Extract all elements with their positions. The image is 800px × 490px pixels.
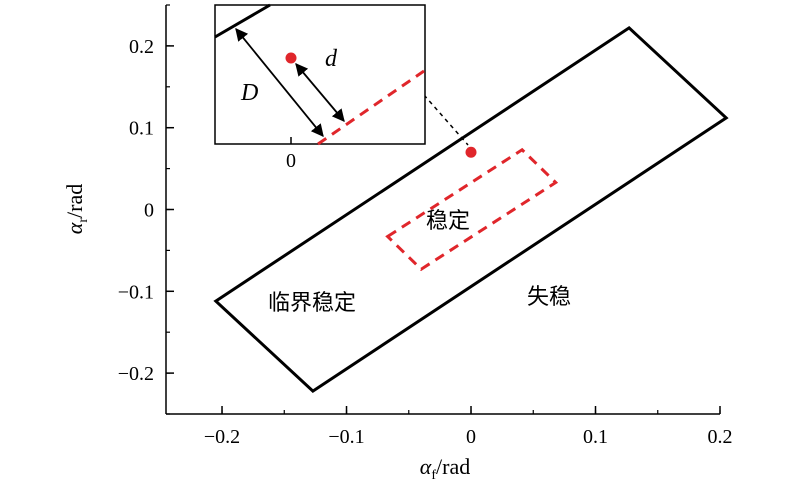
inset-x-tick-label: 0 — [286, 150, 296, 172]
y-axis-label: αr/rad — [62, 184, 91, 234]
x-ticks: −0.2 −0.1 0 0.1 0.2 — [204, 406, 733, 448]
inset-point — [285, 52, 297, 64]
x-axis-label: αf/rad — [420, 454, 470, 483]
y-tick-label: −0.1 — [118, 281, 154, 303]
y-ticks: −0.2 −0.1 0 0.1 0.2 — [118, 4, 174, 415]
y-tick-label: 0.1 — [129, 118, 154, 140]
x-tick-label: 0.2 — [708, 426, 733, 448]
y-tick-label: 0.2 — [129, 36, 154, 58]
axes: −0.2 −0.1 0 0.1 0.2 −0.2 −0.1 0 0.1 0.2 — [118, 4, 733, 448]
y-tick-label: −0.2 — [118, 363, 154, 385]
D-label: D — [240, 80, 258, 106]
x-tick-label: 0 — [466, 426, 476, 448]
stable-label: 稳定 — [426, 209, 470, 234]
y-tick-label: 0 — [144, 200, 154, 222]
inset-stable-boundary-line — [317, 69, 425, 146]
stable-region — [385, 147, 559, 272]
d-distance-arrow — [295, 63, 345, 122]
unstable-label: 失稳 — [527, 285, 571, 310]
inset-connector-line — [423, 94, 469, 146]
x-tick-label: −0.2 — [204, 426, 240, 448]
d-label: d — [325, 46, 338, 72]
critical-stability-label: 临界稳定 — [268, 291, 356, 316]
operating-point — [465, 146, 477, 158]
inset-frame — [214, 4, 426, 145]
inset-boundary-line — [214, 3, 271, 39]
x-tick-label: −0.1 — [328, 426, 364, 448]
critical-stability-region — [213, 25, 729, 394]
x-tick-label: 0.1 — [583, 426, 608, 448]
inset-zoom: D d 0 — [214, 3, 426, 172]
